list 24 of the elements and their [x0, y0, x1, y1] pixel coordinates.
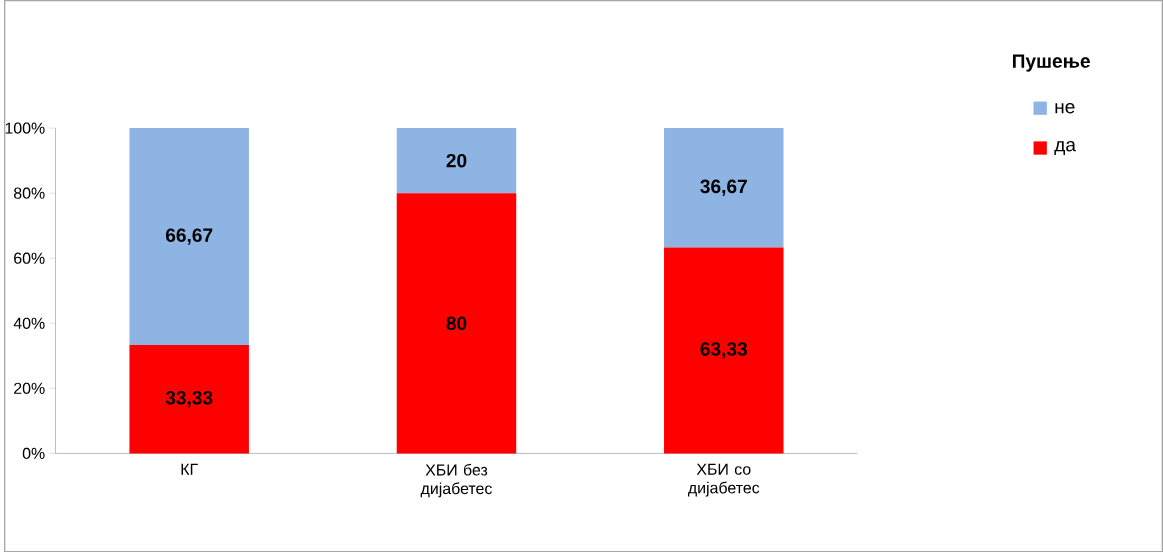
y-tick-label: 60% [14, 252, 45, 264]
y-tick-label: 20% [14, 382, 45, 394]
x-tick-label: ХБИ со дијабетес [688, 463, 760, 497]
bar [396, 127, 517, 194]
bar [129, 344, 249, 454]
data-label: 33,33 [165, 390, 213, 408]
data-label: 80 [446, 316, 467, 330]
data-label: 66,67 [165, 228, 213, 245]
x-tick-label: КГ [181, 463, 198, 475]
legend-label: да [1054, 140, 1076, 155]
data-label: 36,67 [700, 179, 747, 196]
bar [396, 193, 517, 454]
legend-title: Пушење [1012, 54, 1090, 72]
legend-label: не [1055, 102, 1075, 114]
y-tick-label: 0% [22, 447, 45, 459]
y-tick-label: 40% [13, 317, 45, 329]
bar [664, 127, 784, 248]
data-label: 20 [446, 153, 467, 168]
x-tick-label: ХБИ без дијабетес [420, 463, 492, 498]
bar [664, 247, 784, 454]
bar [129, 127, 249, 345]
data-label: 63,33 [700, 342, 747, 359]
y-tick-label: 80% [13, 187, 45, 199]
y-tick-label: 100% [5, 122, 45, 134]
